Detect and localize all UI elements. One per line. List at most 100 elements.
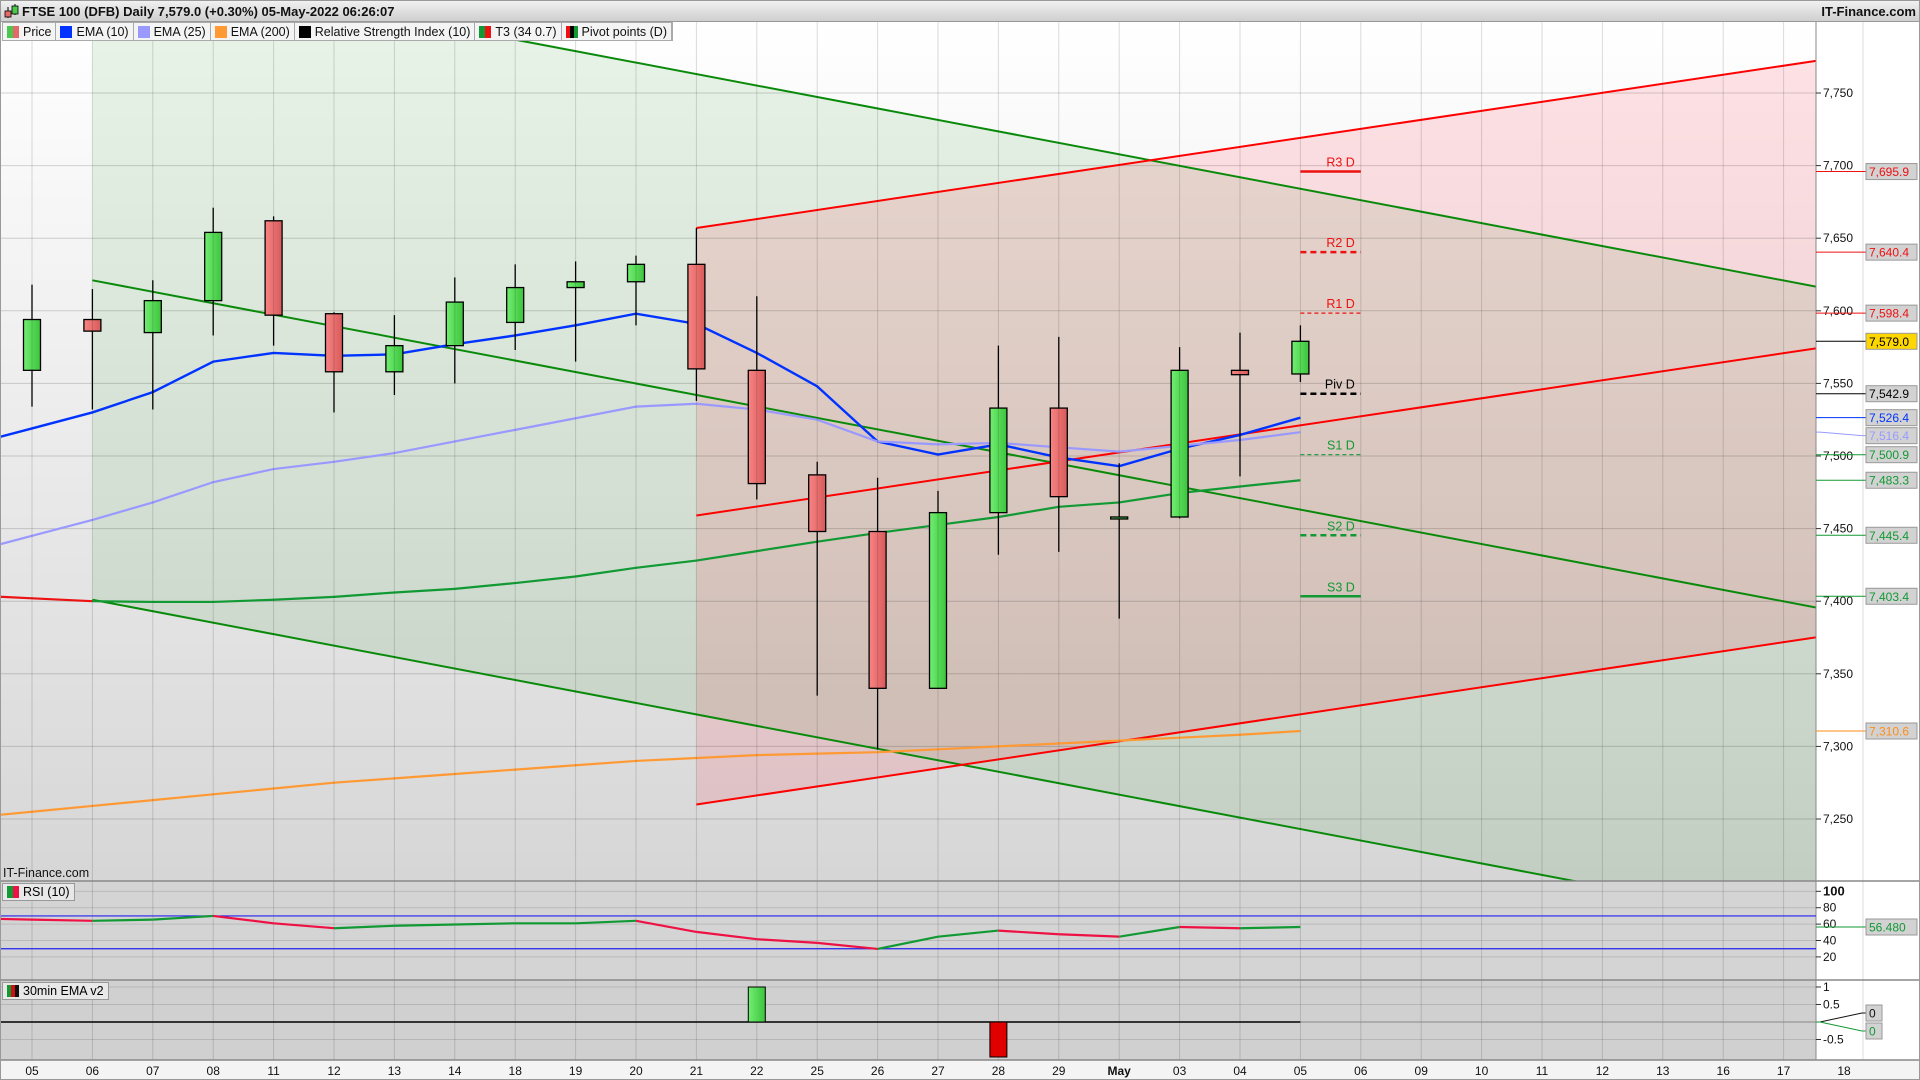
t3-line-segment bbox=[515, 575, 576, 585]
t3-line-segment bbox=[817, 531, 878, 543]
date-tick-label: 20 bbox=[629, 1064, 643, 1078]
candle-down bbox=[1230, 369, 1250, 376]
candle-down bbox=[264, 220, 283, 316]
rsi-line-segment bbox=[696, 930, 757, 941]
candle-up bbox=[385, 344, 404, 373]
t3-line-segment bbox=[575, 566, 637, 578]
price-tick-label: 7,600 bbox=[1823, 304, 1853, 318]
price-tick-label: 7,550 bbox=[1823, 376, 1853, 390]
date-tick-label: 11 bbox=[1536, 1064, 1549, 1078]
rsi-tick-label: 20 bbox=[1823, 950, 1837, 964]
rsi-panel-label[interactable]: RSI (10) bbox=[2, 883, 75, 901]
series-value-label-leader bbox=[1816, 431, 1866, 437]
pivot-value-label: 7,445.4 bbox=[1869, 529, 1909, 543]
ema30-panel-background bbox=[0, 980, 1816, 1060]
legend-label: Pivot points (D) bbox=[581, 24, 667, 39]
date-tick-label: 05 bbox=[1294, 1064, 1308, 1078]
candle-up bbox=[928, 511, 948, 689]
legend-item[interactable]: EMA (10) bbox=[56, 23, 134, 40]
trend-channel-line-green bbox=[92, 598, 1580, 881]
date-tick-label: 29 bbox=[1052, 1064, 1066, 1078]
legend-item[interactable]: T3 (34 0.7) bbox=[475, 23, 562, 40]
pivot-value-label: 7,695.9 bbox=[1869, 165, 1909, 179]
candle-down bbox=[808, 474, 827, 533]
pivot-value-label-box bbox=[1865, 304, 1918, 322]
t3-line-segment bbox=[273, 595, 335, 601]
pivot-value-label-box bbox=[1865, 446, 1918, 464]
trend-channel-line-green bbox=[416, 22, 1816, 288]
t3-line-segment bbox=[1119, 491, 1180, 504]
t3-line-segment bbox=[1179, 485, 1241, 495]
pivot-label: R1 D bbox=[1326, 297, 1354, 311]
candlestick-icon bbox=[4, 4, 19, 18]
candle-up bbox=[445, 301, 464, 347]
date-tick-label: 27 bbox=[931, 1064, 945, 1078]
rsi-line-segment bbox=[817, 941, 878, 951]
date-tick-label: 16 bbox=[1717, 1064, 1731, 1078]
date-tick-label: 21 bbox=[690, 1064, 704, 1078]
pivot-value-label-box bbox=[1865, 385, 1918, 403]
ema30-panel-label[interactable]: 30min EMA v2 bbox=[2, 982, 109, 1000]
candle-down bbox=[83, 318, 102, 332]
series-value-label-box bbox=[1865, 427, 1918, 445]
rsi-label-text: RSI (10) bbox=[23, 885, 70, 899]
series-value-label: 7,310.6 bbox=[1869, 725, 1909, 739]
price-tick-label: 7,650 bbox=[1823, 231, 1853, 245]
ema30-value-label-box bbox=[1865, 1022, 1883, 1040]
t3-line-segment bbox=[1058, 501, 1120, 508]
price-tick-label: 7,400 bbox=[1823, 594, 1853, 608]
ema30-bar-down bbox=[989, 1021, 1008, 1058]
t3-line-segment bbox=[696, 550, 757, 562]
series-value-label-box bbox=[1865, 722, 1918, 740]
pivot-value-label: 7,500.9 bbox=[1869, 448, 1909, 462]
date-tick-label: 09 bbox=[1415, 1064, 1429, 1078]
rsi-line-segment bbox=[92, 918, 153, 922]
t3-line-segment bbox=[213, 598, 274, 604]
legend-label: EMA (25) bbox=[153, 24, 206, 39]
trend-channel-line-red bbox=[696, 59, 1816, 230]
rsi-panel-background bbox=[0, 881, 1816, 980]
legend-item[interactable]: EMA (25) bbox=[134, 23, 211, 40]
rsi-line-segment bbox=[635, 919, 697, 933]
rsi-line-segment bbox=[454, 922, 516, 926]
date-tick-label: 06 bbox=[86, 1064, 100, 1078]
legend-label: EMA (200) bbox=[230, 24, 290, 39]
pivot-label: S3 D bbox=[1327, 580, 1355, 594]
rsi-line-segment bbox=[333, 924, 395, 930]
t3-line-segment bbox=[877, 523, 939, 535]
t3-line-segment bbox=[937, 515, 999, 527]
watermark: IT-Finance.com bbox=[3, 866, 90, 880]
legend-item[interactable]: EMA (200) bbox=[211, 23, 295, 40]
legend-item[interactable]: Relative Strength Index (10) bbox=[295, 23, 476, 40]
candle-up bbox=[1291, 340, 1310, 375]
series-value-label-box bbox=[1865, 409, 1918, 427]
ema30-tick-label: 1 bbox=[1823, 980, 1830, 994]
legend-item[interactable]: Price bbox=[3, 23, 57, 40]
pivot-label: Piv D bbox=[1325, 378, 1355, 392]
trend-channel-line-red bbox=[696, 636, 1816, 806]
legend-item[interactable]: Pivot points (D) bbox=[562, 23, 672, 40]
candle-up bbox=[506, 286, 525, 324]
candle-down bbox=[324, 313, 344, 373]
date-tick-label: 07 bbox=[146, 1064, 160, 1078]
legend-swatch-icon bbox=[298, 25, 311, 38]
rsi-tick-label: 40 bbox=[1823, 934, 1837, 948]
legend-swatch-icon bbox=[565, 25, 578, 38]
pivot-label: R3 D bbox=[1326, 156, 1354, 170]
t3-line-segment bbox=[0, 595, 33, 600]
candle-up bbox=[143, 299, 162, 334]
date-tick-label: 28 bbox=[992, 1064, 1006, 1078]
rsi-line-segment bbox=[937, 929, 999, 938]
pivot-value-label-box bbox=[1865, 163, 1918, 181]
rsi-line-segment bbox=[152, 914, 214, 921]
legend-label: T3 (34 0.7) bbox=[495, 24, 557, 39]
ema30-tick-label: 0.5 bbox=[1823, 998, 1840, 1012]
rsi-tick-label: 60 bbox=[1823, 917, 1837, 931]
rsi-value-label-box bbox=[1865, 918, 1918, 936]
t3-line-segment bbox=[998, 505, 1059, 519]
t3-line-segment bbox=[454, 581, 516, 590]
date-tick-label: 19 bbox=[569, 1064, 583, 1078]
pivot-label: S2 D bbox=[1327, 519, 1355, 533]
price-tick-label: 7,250 bbox=[1823, 812, 1853, 826]
